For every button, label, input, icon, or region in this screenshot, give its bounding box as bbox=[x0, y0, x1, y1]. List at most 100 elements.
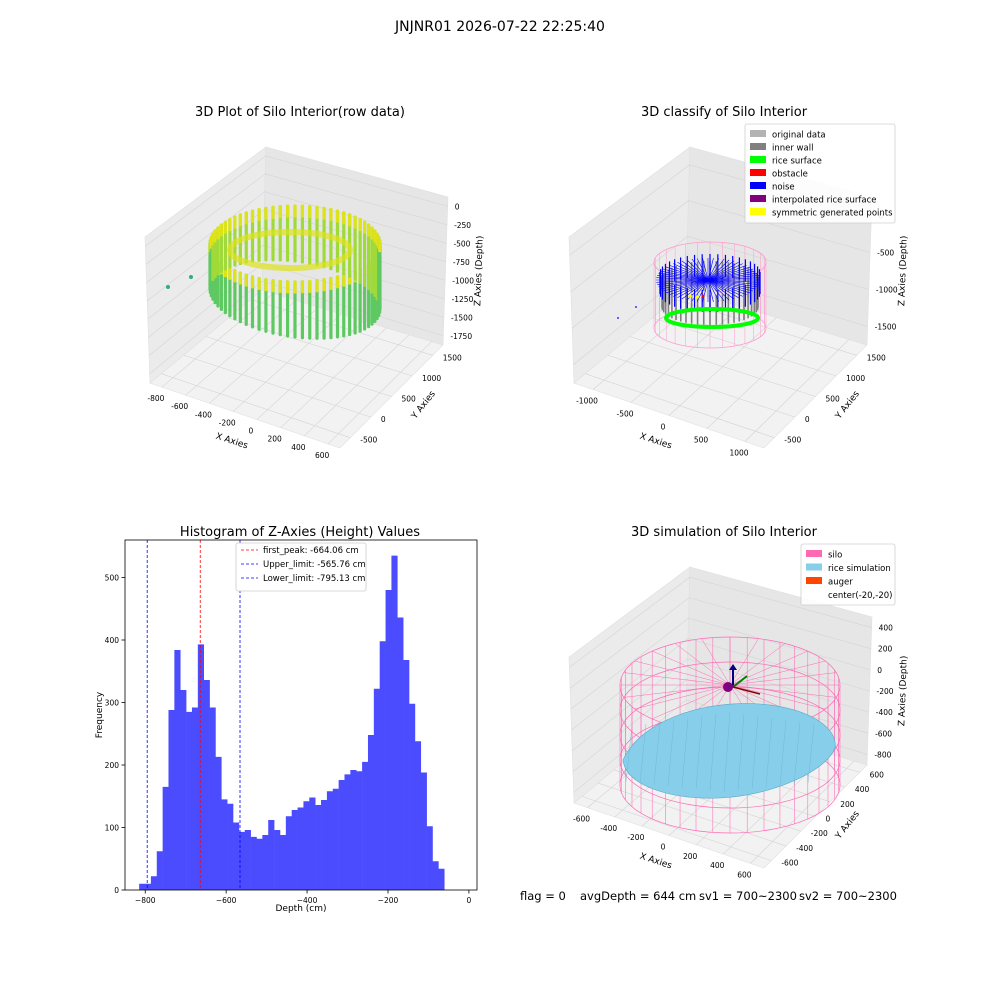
p1-y-tick: 0 bbox=[381, 415, 386, 424]
p2-x-tick: 1000 bbox=[729, 449, 748, 458]
p2-noise-ray bbox=[686, 259, 709, 281]
p2-noise-ray bbox=[707, 258, 720, 281]
p2-noise-ray bbox=[707, 277, 760, 281]
p1-grid-z bbox=[145, 173, 448, 265]
p4-x-label: X Axies bbox=[638, 852, 673, 872]
p1-x-tick: -400 bbox=[195, 410, 212, 419]
p4-rice-mesh bbox=[653, 721, 661, 785]
p3-y-tick-label: 300 bbox=[105, 699, 120, 708]
p4-legend-swatch bbox=[806, 550, 822, 557]
p1-outlier-point bbox=[189, 275, 193, 279]
p4-z-tick: 0 bbox=[877, 666, 882, 675]
p1-z-label: Z Axies (Depth) bbox=[473, 236, 485, 307]
p4-y-tick: -400 bbox=[796, 844, 813, 853]
p2-legend-swatch bbox=[750, 195, 766, 202]
p2-x-tick: -1000 bbox=[576, 397, 598, 406]
p2-legend-label: interpolated rice surface bbox=[772, 196, 877, 206]
p4-silo-roof-spoke bbox=[652, 650, 731, 686]
p3-hist-bar bbox=[344, 774, 351, 890]
p3-hist-bar bbox=[338, 780, 345, 890]
p4-axis-x-arrow bbox=[732, 686, 761, 695]
p3-hist-bar bbox=[197, 644, 204, 890]
p4-grid-z bbox=[569, 576, 872, 668]
p2-noise-ray bbox=[707, 279, 720, 302]
panel1-title: 3D Plot of Silo Interior(row data) bbox=[195, 105, 405, 120]
p4-axis-z-head bbox=[729, 664, 737, 670]
p2-noise-ray bbox=[702, 279, 709, 302]
p4-legend-box bbox=[800, 543, 896, 606]
p2-legend-swatch bbox=[750, 169, 766, 176]
p1-surface-ring bbox=[227, 229, 353, 271]
p1-outlier-point bbox=[166, 285, 170, 289]
p2-noise-ray bbox=[677, 261, 709, 281]
p4-y-tick: 200 bbox=[840, 800, 855, 809]
p2-legend-swatch bbox=[750, 208, 766, 215]
p3-hist-bar bbox=[326, 791, 334, 890]
p4-x-tick: 400 bbox=[710, 861, 725, 870]
p2-grid-z bbox=[570, 200, 871, 292]
p1-grid-z bbox=[146, 191, 447, 283]
p3-hist-bar bbox=[250, 836, 257, 890]
p2-y-tick: 500 bbox=[826, 395, 841, 404]
p3-legend-label: Upper_limit: -565.76 cm bbox=[263, 560, 366, 570]
p1-grid-y bbox=[183, 354, 371, 418]
p4-grid-y bbox=[597, 782, 787, 847]
p2-noise-ray bbox=[707, 264, 747, 281]
p3-x-tick-label: −800 bbox=[135, 896, 156, 905]
p2-legend-swatch bbox=[750, 130, 766, 137]
p3-hist-bar bbox=[432, 861, 439, 890]
p2-y-tick: -500 bbox=[784, 436, 801, 445]
p3-hist-bar bbox=[373, 688, 380, 890]
p2-legend-label: original data bbox=[772, 131, 826, 141]
p4-silo-roof-spoke bbox=[729, 672, 837, 686]
p3-hist-bar bbox=[379, 641, 386, 890]
p1-grid-y bbox=[205, 336, 392, 397]
p1-x-label: X Axies bbox=[214, 432, 249, 452]
p3-hist-bar bbox=[297, 807, 304, 890]
p2-noise-ray bbox=[707, 279, 725, 302]
p4-rice-mesh bbox=[709, 713, 717, 791]
p3-hist-bar bbox=[256, 838, 263, 890]
p3-hist-bar bbox=[168, 710, 175, 890]
p2-noise-ray bbox=[673, 279, 709, 297]
p3-hist-bar bbox=[426, 826, 433, 890]
p4-rice-mesh bbox=[681, 717, 689, 788]
p3-hist-bar bbox=[150, 876, 158, 890]
p4-grid-y bbox=[581, 796, 772, 861]
p3-hist-bar bbox=[397, 617, 404, 890]
p4-rice-mesh bbox=[737, 713, 745, 791]
p3-hist-bar bbox=[186, 711, 193, 890]
p2-grid-y bbox=[585, 373, 775, 438]
p1-x-tick: 400 bbox=[291, 443, 306, 452]
p4-y-tick: -600 bbox=[781, 859, 798, 868]
p3-x-tick-label: −200 bbox=[378, 896, 399, 905]
p4-axis-y-arrow bbox=[732, 675, 748, 688]
p3-hist-bar bbox=[315, 805, 322, 890]
p2-obstacle-point bbox=[701, 294, 705, 298]
p4-y-tick: 600 bbox=[870, 770, 885, 779]
p4-silo-roof-spoke bbox=[623, 672, 731, 686]
p4-silo-roof-spoke bbox=[634, 684, 731, 710]
p2-y-tick: 0 bbox=[805, 415, 810, 424]
p3-hist-bar bbox=[191, 707, 199, 890]
p4-rice-mesh bbox=[723, 711, 731, 793]
p2-noise-ray bbox=[658, 279, 709, 288]
p4-y-label: Y Axies bbox=[833, 809, 862, 842]
p3-hist-bar bbox=[162, 786, 169, 890]
p4-silo-roof-spoke bbox=[729, 684, 826, 710]
p3-y-tick-label: 0 bbox=[114, 886, 119, 895]
p1-x-tick: 600 bbox=[315, 451, 330, 460]
p1-x-tick: -600 bbox=[171, 402, 188, 411]
p2-noise-ray bbox=[707, 279, 714, 302]
p2-x-tick: 0 bbox=[661, 423, 666, 432]
p1-z-tick: -750 bbox=[453, 258, 470, 267]
p2-noise-ray bbox=[707, 279, 747, 296]
p3-legend-label: first_peak: -664.06 cm bbox=[263, 546, 359, 556]
p3-hist-bar bbox=[233, 822, 240, 890]
panel2-classify-3d-plot: -1000-50005001000-5000500100015000-500-1… bbox=[568, 123, 910, 458]
p4-legend-label: rice simulation bbox=[828, 564, 891, 574]
p2-legend-label: obstacle bbox=[772, 170, 808, 180]
p2-z-tick: -1000 bbox=[876, 286, 898, 295]
p4-legend-label: center(-20,-20) bbox=[828, 591, 892, 601]
p3-hist-bar bbox=[156, 851, 163, 890]
